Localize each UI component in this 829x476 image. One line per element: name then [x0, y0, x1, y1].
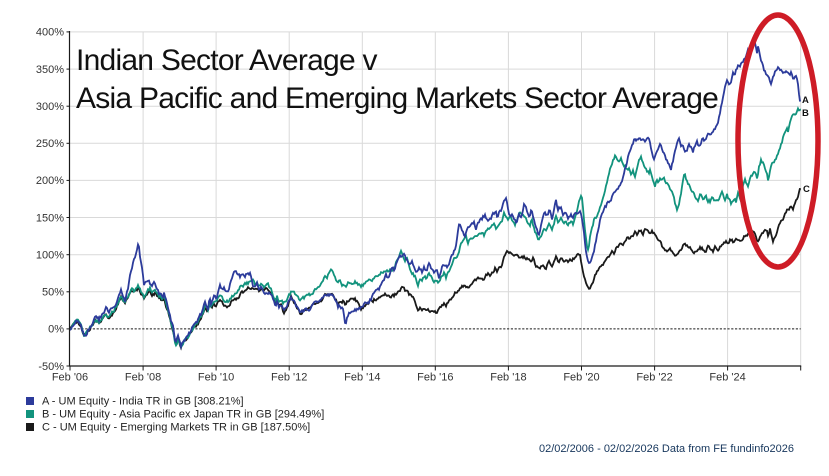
svg-text:Feb '10: Feb '10: [198, 372, 234, 384]
svg-text:50%: 50%: [42, 287, 64, 299]
svg-text:0%: 0%: [48, 324, 64, 336]
svg-text:A - UM Equity - India TR in GB: A - UM Equity - India TR in GB [308.21%]: [42, 396, 244, 408]
svg-text:Feb '24: Feb '24: [709, 372, 745, 384]
svg-text:400%: 400%: [36, 27, 64, 39]
svg-text:A: A: [802, 95, 809, 106]
svg-text:C - UM Equity - Emerging Marke: C - UM Equity - Emerging Markets TR in G…: [42, 422, 310, 434]
svg-text:300%: 300%: [36, 101, 64, 113]
svg-text:Feb '06: Feb '06: [52, 372, 88, 384]
svg-text:350%: 350%: [36, 64, 64, 76]
svg-text:Asia Pacific and Emerging Mark: Asia Pacific and Emerging Markets Sector…: [76, 82, 718, 115]
svg-text:Feb '20: Feb '20: [563, 372, 599, 384]
svg-text:C: C: [803, 184, 810, 195]
svg-text:250%: 250%: [36, 138, 64, 150]
svg-text:02/02/2006 - 02/02/2026 Data f: 02/02/2006 - 02/02/2026 Data from FE fun…: [539, 443, 794, 455]
svg-text:100%: 100%: [36, 250, 64, 262]
svg-text:B: B: [802, 108, 809, 119]
svg-text:150%: 150%: [36, 212, 64, 224]
svg-text:-50%: -50%: [38, 361, 64, 373]
svg-text:Feb '16: Feb '16: [417, 372, 453, 384]
svg-text:Feb '14: Feb '14: [344, 372, 380, 384]
svg-text:Feb '08: Feb '08: [125, 372, 161, 384]
svg-text:200%: 200%: [36, 175, 64, 187]
svg-text:Indian Sector Average v: Indian Sector Average v: [76, 44, 377, 77]
svg-text:Feb '12: Feb '12: [271, 372, 307, 384]
svg-text:B - UM Equity - Asia Pacific e: B - UM Equity - Asia Pacific ex Japan TR…: [42, 409, 324, 421]
svg-text:Feb '22: Feb '22: [636, 372, 672, 384]
svg-text:Feb '18: Feb '18: [490, 372, 526, 384]
